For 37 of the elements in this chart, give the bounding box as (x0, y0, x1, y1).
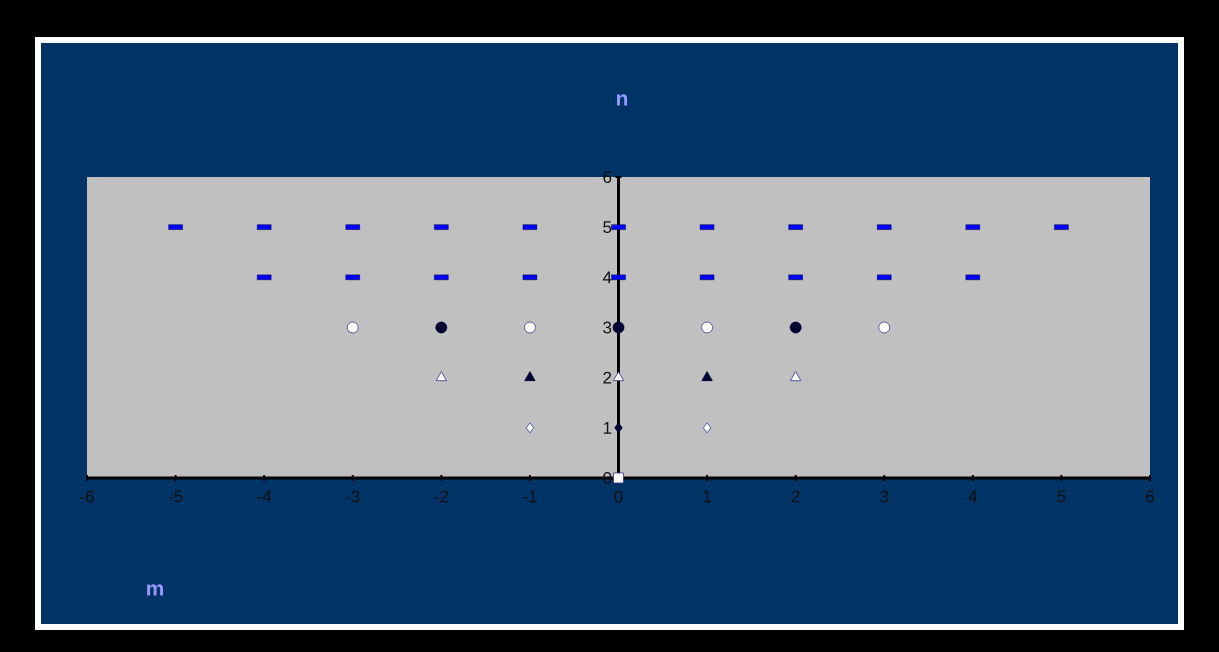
x-tick-label: 3 (880, 490, 889, 503)
point (614, 422, 623, 434)
text: m (147, 584, 164, 596)
point (612, 371, 625, 382)
y-tick-label: 4 (602, 271, 612, 284)
point (702, 422, 712, 434)
x-tick-label: -1 (523, 490, 537, 503)
point (435, 321, 448, 334)
x-tick-label: 1 (703, 490, 711, 503)
point (525, 422, 535, 434)
point (346, 321, 359, 334)
x-tick-label: 6 (1146, 490, 1154, 503)
x-tick-label: -3 (345, 490, 360, 503)
point (524, 321, 536, 334)
point (878, 321, 891, 334)
y-tick-label: 5 (603, 221, 612, 234)
x-tick-label: -2 (434, 490, 449, 503)
y-tick-label: 2 (603, 371, 612, 384)
y-tick-label: 1 (603, 421, 612, 434)
point (789, 321, 802, 334)
point (701, 371, 713, 382)
x-tick-label: 5 (1057, 490, 1066, 503)
x-tick-label: 2 (791, 490, 800, 503)
x-tick-label: -4 (257, 490, 272, 503)
y-tick-label: 3 (603, 321, 612, 334)
x-tick-label: -6 (80, 490, 94, 503)
point (790, 371, 802, 382)
point (613, 472, 624, 484)
point (435, 371, 447, 382)
point (701, 321, 713, 334)
x-tick-label: -5 (168, 490, 183, 503)
point (612, 321, 625, 334)
y-tick-label: 0 (603, 471, 612, 484)
x-tick-label: 4 (968, 490, 978, 503)
text: n (616, 94, 628, 106)
point (524, 371, 536, 382)
x-tick-label: 0 (614, 490, 623, 503)
